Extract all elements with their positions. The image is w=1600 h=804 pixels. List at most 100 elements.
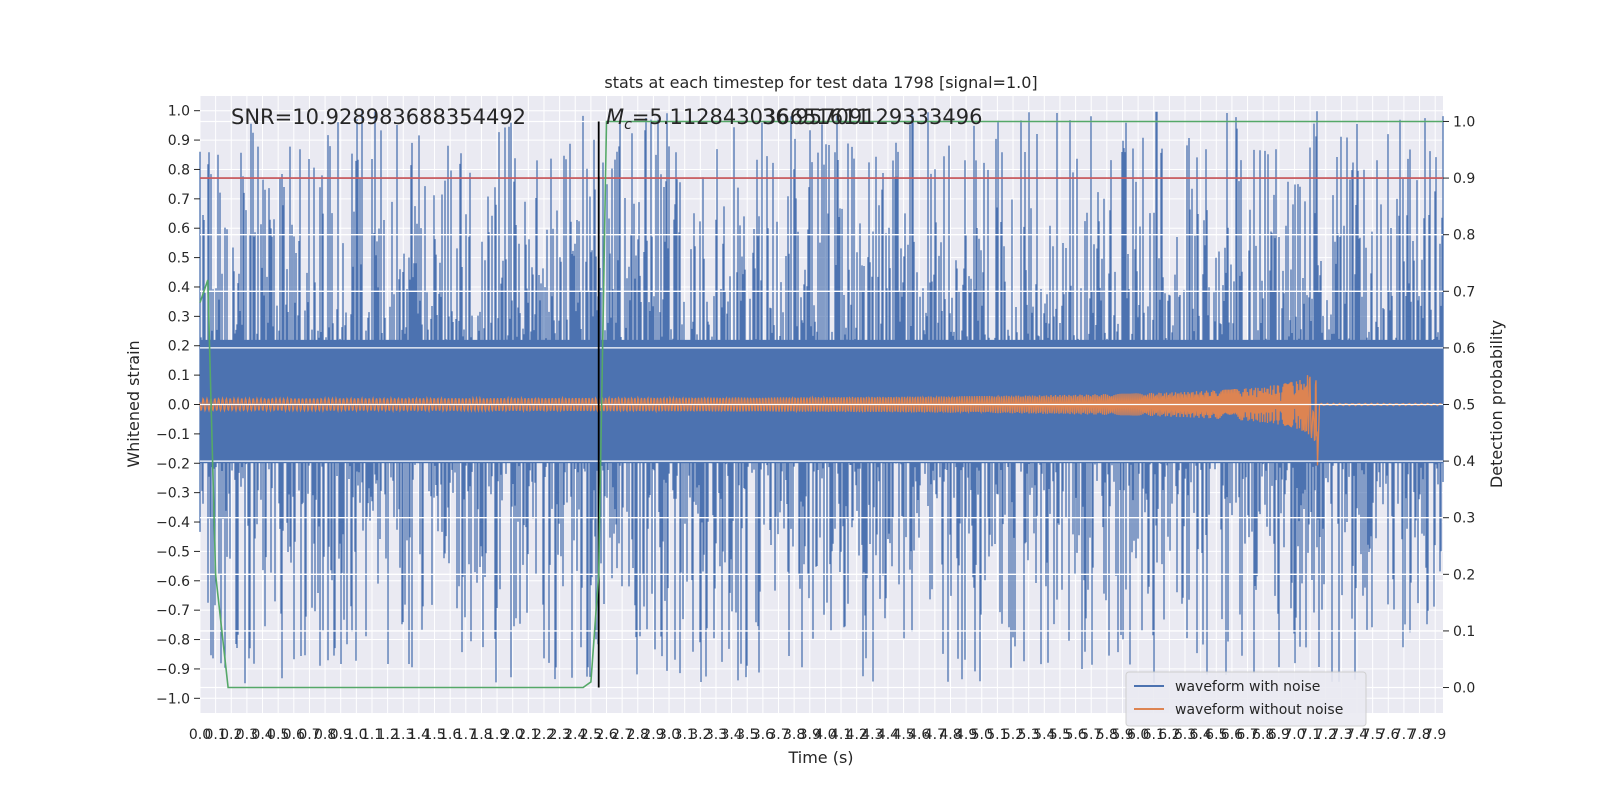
x-tick-label: 6.9 — [1268, 727, 1290, 743]
x-tick-label: 6.5 — [1205, 727, 1227, 743]
y2-tick-label: 0.8 — [1453, 228, 1475, 244]
x-tick-label: 5.4 — [1033, 727, 1055, 743]
x-tick-label: 3.3 — [705, 727, 727, 743]
y-tick-label: 0.7 — [168, 192, 190, 208]
y-tick-label: 0.2 — [168, 339, 190, 355]
y-tick-label: −0.6 — [156, 574, 190, 590]
mc-value: =5.112843036651611 — [632, 105, 870, 129]
x-tick-label: 6.3 — [1174, 727, 1196, 743]
y-tick-label: 0.8 — [168, 162, 190, 178]
x-tick-label: 5.3 — [1018, 727, 1040, 743]
y-tick-label: −0.8 — [156, 633, 190, 649]
x-tick-label: 2.4 — [564, 727, 586, 743]
x-tick-label: 6.7 — [1236, 727, 1258, 743]
x-tick-label: 7.8 — [1408, 727, 1430, 743]
x-tick-label: 2.6 — [595, 727, 617, 743]
x-tick-label: 4.0 — [814, 727, 836, 743]
x-tick-label: 0.7 — [298, 727, 320, 743]
x-tick-label: 2.2 — [533, 727, 555, 743]
y-tick-label: 0.3 — [168, 309, 190, 325]
mc-symbol: M — [606, 105, 624, 129]
x-tick-label: 1.7 — [455, 727, 477, 743]
mc-subscript: c — [624, 117, 632, 133]
x-tick-label: 7.6 — [1377, 727, 1399, 743]
y2-tick-label: 0.9 — [1453, 171, 1475, 187]
y2-tick-label: 0.2 — [1453, 567, 1475, 583]
y2-tick-label: 0.6 — [1453, 341, 1475, 357]
x-tick-label: 4.2 — [846, 727, 868, 743]
x-tick-label: 5.5 — [1049, 727, 1071, 743]
x-tick-label: 3.9 — [799, 727, 821, 743]
x-tick-label: 3.0 — [658, 727, 680, 743]
x-tick-label: 4.1 — [830, 727, 852, 743]
x-tick-label: 3.7 — [767, 727, 789, 743]
series-clean-waveform — [199, 375, 1442, 466]
x-tick-label: 0.3 — [236, 727, 258, 743]
x-tick-label: 3.2 — [689, 727, 711, 743]
x-tick-label: 0.1 — [205, 727, 227, 743]
x-tick-label: 3.1 — [674, 727, 696, 743]
x-tick-label: 2.3 — [548, 727, 570, 743]
y2-tick-label: 0.1 — [1453, 624, 1475, 640]
x-tick-label: 5.8 — [1096, 727, 1118, 743]
x-tick-label: 5.7 — [1080, 727, 1102, 743]
x-tick-label: 0.5 — [267, 727, 289, 743]
x-tick-label: 3.6 — [752, 727, 774, 743]
legend-label-noisy: waveform with noise — [1175, 679, 1320, 695]
y-tick-label: −0.2 — [156, 456, 190, 472]
x-tick-label: 5.6 — [1064, 727, 1086, 743]
x-tick-label: 7.2 — [1315, 727, 1337, 743]
x-tick-label: 0.0 — [189, 727, 211, 743]
x-tick-label: 4.7 — [924, 727, 946, 743]
snr-annotation: SNR=10.928983688354492 — [231, 105, 526, 129]
x-tick-label: 2.9 — [642, 727, 664, 743]
y-tick-label: 0.0 — [168, 398, 190, 414]
x-tick-label: 0.4 — [251, 727, 273, 743]
x-tick-label: 1.5 — [423, 727, 445, 743]
mc-annotation: Mc=5.112843036651611 — [606, 105, 870, 133]
x-tick-label: 3.4 — [720, 727, 742, 743]
x-tick-label: 1.6 — [439, 727, 461, 743]
x-tick-label: 6.2 — [1158, 727, 1180, 743]
y-tick-label: −0.7 — [156, 603, 190, 619]
y-tick-label: 1.0 — [168, 104, 190, 120]
y2-axis-label: Detection probability — [1487, 320, 1506, 488]
x-tick-label: 1.2 — [376, 727, 398, 743]
y-tick-label: 0.4 — [168, 280, 190, 296]
y2-tick-label: 0.3 — [1453, 511, 1475, 527]
y-axis-label: Whitened strain — [124, 340, 143, 467]
x-tick-label: 0.2 — [220, 727, 242, 743]
x-tick-label: 2.8 — [627, 727, 649, 743]
y2-tick-label: 1.0 — [1453, 114, 1475, 130]
x-tick-label: 6.6 — [1221, 727, 1243, 743]
x-tick-label: 1.9 — [486, 727, 508, 743]
x-tick-label: 3.5 — [736, 727, 758, 743]
x-tick-label: 4.8 — [939, 727, 961, 743]
legend-label-clean: waveform without noise — [1175, 702, 1343, 718]
legend-box — [1125, 671, 1367, 727]
y-tick-label: 0.1 — [168, 368, 190, 384]
clean-waveform-trace — [199, 375, 1442, 466]
x-tick-label: 3.8 — [783, 727, 805, 743]
x-tick-label: 4.6 — [908, 727, 930, 743]
x-tick-label: 6.0 — [1127, 727, 1149, 743]
x-tick-label: 7.9 — [1424, 727, 1446, 743]
x-tick-label: 1.8 — [470, 727, 492, 743]
x-tick-label: 5.1 — [986, 727, 1008, 743]
y-tick-label: −0.3 — [156, 486, 190, 502]
x-tick-label: 1.1 — [361, 727, 383, 743]
chart-title: stats at each timestep for test data 179… — [604, 73, 1037, 92]
x-tick-label: 1.3 — [392, 727, 414, 743]
y2-tick-label: 0.4 — [1453, 454, 1475, 470]
y-tick-label: −0.5 — [156, 544, 190, 560]
x-tick-label: 4.9 — [955, 727, 977, 743]
y-tick-label: 0.9 — [168, 133, 190, 149]
x-tick-label: 5.9 — [1111, 727, 1133, 743]
x-tick-label: 7.7 — [1393, 727, 1415, 743]
y-tick-label: −0.9 — [156, 662, 190, 678]
y-tick-label: −1.0 — [156, 691, 190, 707]
overlap-annotation: 36.95709129333496 — [762, 105, 982, 129]
y-tick-label: 0.6 — [168, 221, 190, 237]
legend: waveform with noise waveform without noi… — [1125, 671, 1367, 727]
